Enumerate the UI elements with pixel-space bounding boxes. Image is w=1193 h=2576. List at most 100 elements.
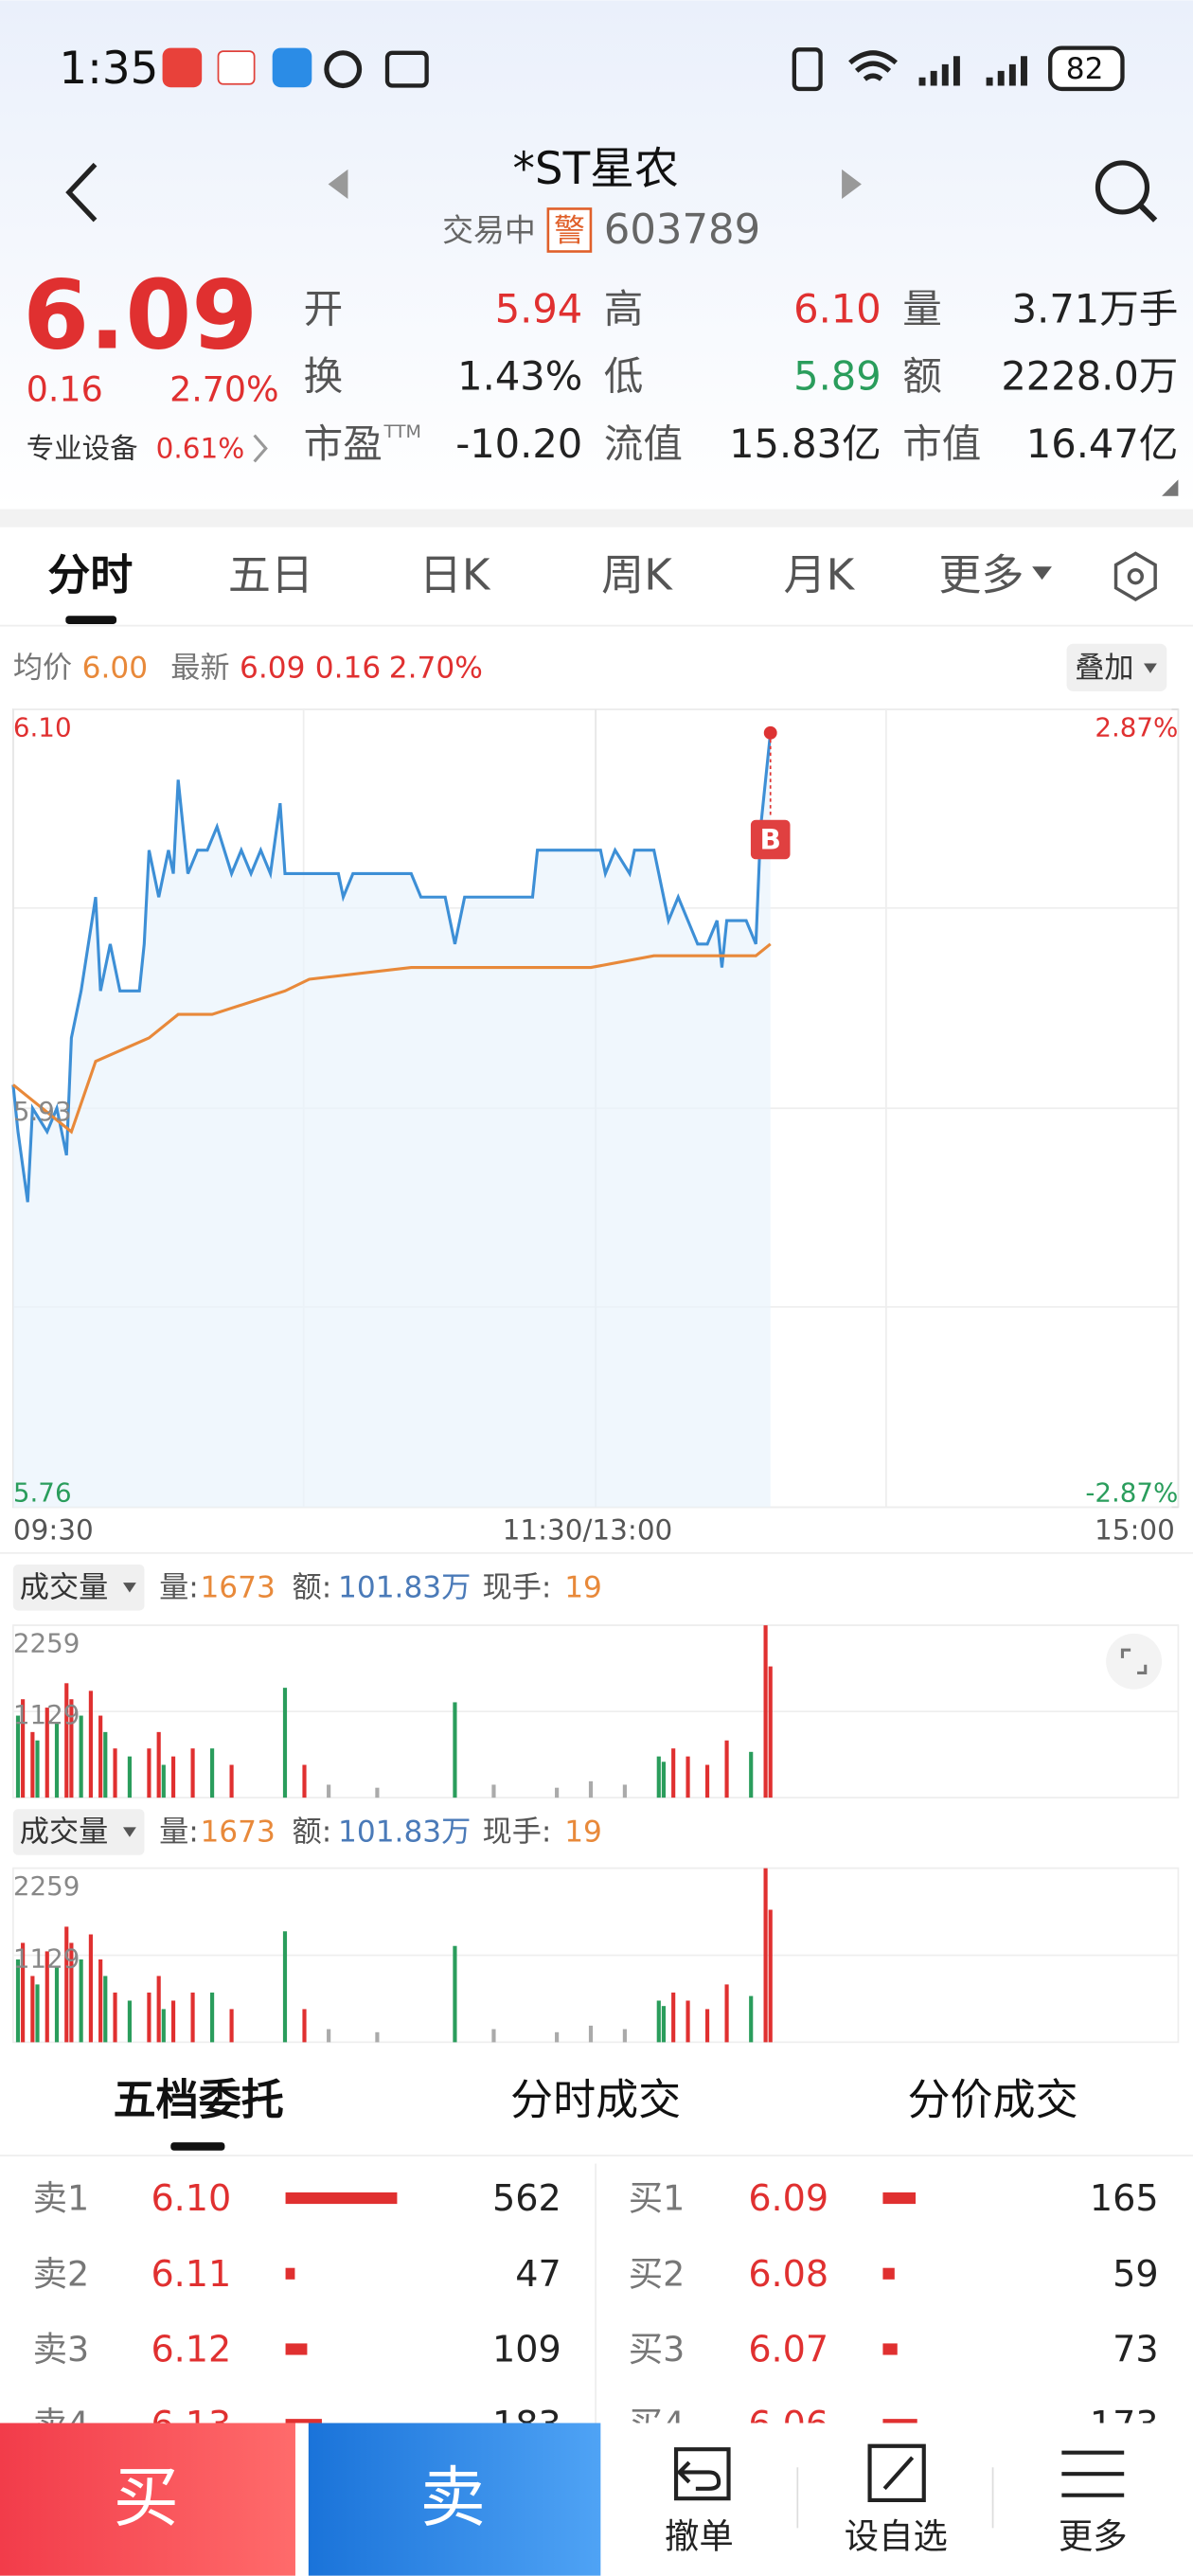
tab[interactable]: 更多 bbox=[938, 549, 1024, 599]
stat-value: 15.83亿 bbox=[729, 420, 881, 467]
x-tick-label: 11:30/13:00 bbox=[503, 1514, 673, 1547]
settings-dot bbox=[1127, 568, 1145, 585]
amount-value: 101.83万 bbox=[338, 1816, 471, 1850]
order-volume: 59 bbox=[1113, 2253, 1159, 2295]
change-pct: 2.70% bbox=[169, 369, 279, 410]
volume-bar bbox=[327, 1784, 331, 1798]
volume-bar bbox=[113, 1992, 117, 2043]
more-arrow bbox=[1032, 566, 1052, 581]
cancel-button[interactable]: 撤单 bbox=[665, 2516, 734, 2557]
stat-value: 6.10 bbox=[793, 286, 881, 332]
y-tick-label: 1129 bbox=[13, 1699, 80, 1730]
sector: 专业设备 bbox=[27, 432, 138, 464]
y2-tick-label: -2.87% bbox=[1085, 1476, 1178, 1508]
prev-stock[interactable] bbox=[328, 169, 348, 200]
volume-bar bbox=[156, 1731, 161, 1798]
back-button[interactable] bbox=[65, 162, 98, 223]
stat-label: 开 bbox=[304, 286, 344, 332]
separator bbox=[0, 509, 1193, 528]
order-tab[interactable]: 五档委托 bbox=[114, 2075, 284, 2125]
order-tab[interactable]: 分价成交 bbox=[907, 2075, 1077, 2125]
more-button[interactable]: 更多 bbox=[1059, 2516, 1128, 2557]
hand-value: 19 bbox=[564, 1816, 602, 1850]
volume-bar bbox=[588, 1780, 594, 1798]
next-stock[interactable] bbox=[842, 169, 862, 200]
volume-bar bbox=[768, 1909, 773, 2043]
alarm-icon bbox=[324, 50, 363, 89]
volume-bar bbox=[229, 1764, 234, 1798]
vibrate-icon bbox=[792, 47, 823, 92]
watch-button[interactable]: 设自选 bbox=[845, 2516, 948, 2557]
search-button[interactable] bbox=[1095, 160, 1150, 215]
watch-icon bbox=[867, 2443, 926, 2503]
hand-label: 现手: bbox=[483, 1570, 552, 1604]
order-tab[interactable]: 分时成交 bbox=[510, 2075, 681, 2125]
last-point bbox=[763, 725, 777, 740]
stat-value: -10.20 bbox=[455, 420, 582, 467]
sell-button[interactable] bbox=[308, 2423, 601, 2576]
avg-value: 6.00 bbox=[82, 652, 148, 686]
sector-arrow[interactable] bbox=[253, 434, 268, 463]
stat-label: 流值 bbox=[604, 420, 683, 467]
volume-bar bbox=[88, 1690, 93, 1798]
tab-indicator bbox=[170, 2142, 225, 2151]
volume-bar bbox=[190, 1992, 195, 2043]
volume-bar bbox=[375, 2031, 380, 2043]
volume-bar bbox=[127, 1756, 132, 1798]
settings-button[interactable] bbox=[1113, 551, 1157, 601]
volume-bar bbox=[54, 1967, 60, 2043]
volume-bar bbox=[282, 1688, 288, 1798]
volume-bar bbox=[375, 1787, 380, 1798]
order-bar bbox=[285, 2267, 295, 2280]
order-label: 卖3 bbox=[33, 2329, 90, 2370]
volume-bar bbox=[453, 1945, 457, 2043]
overlay-button[interactable] bbox=[1066, 643, 1167, 691]
volume-bar bbox=[555, 2031, 560, 2043]
buy-button[interactable] bbox=[0, 2423, 295, 2576]
volume-bar bbox=[45, 1708, 49, 1798]
x-tick-label: 09:30 bbox=[13, 1514, 94, 1547]
status-time: 1:35 bbox=[59, 44, 158, 95]
price: 6.09 bbox=[23, 260, 258, 371]
volume-bar bbox=[127, 2000, 132, 2043]
volume-bar bbox=[64, 1683, 69, 1798]
trade-marker-box bbox=[750, 819, 791, 860]
volume-bar bbox=[103, 1731, 108, 1798]
sector-pct: 0.61% bbox=[156, 432, 245, 464]
tab[interactable]: 日K bbox=[419, 549, 491, 599]
volume-bar bbox=[749, 1751, 754, 1798]
tab[interactable]: 周K bbox=[601, 549, 673, 599]
expand-button[interactable] bbox=[1106, 1633, 1163, 1690]
y-tick-label: 2259 bbox=[13, 1870, 80, 1902]
volume-bar bbox=[622, 2029, 627, 2043]
volume-bar bbox=[15, 1715, 21, 1798]
volume-bar bbox=[69, 1699, 74, 1798]
tab[interactable]: 月K bbox=[784, 549, 856, 599]
y-tick-label: 1129 bbox=[13, 1943, 80, 1975]
order-volume: 47 bbox=[515, 2253, 561, 2295]
volume-selector[interactable] bbox=[12, 1565, 145, 1611]
stat-label: 额 bbox=[902, 353, 942, 400]
order-price: 6.07 bbox=[748, 2328, 828, 2370]
stat-label: 量 bbox=[902, 286, 942, 332]
tab[interactable]: 五日 bbox=[228, 549, 313, 599]
volume-bar bbox=[170, 2000, 176, 2043]
stat-value: 5.89 bbox=[793, 353, 881, 400]
warn-badge-box bbox=[546, 207, 593, 253]
amount-label: 额: bbox=[293, 1570, 332, 1604]
latest-change: 0.16 bbox=[315, 652, 381, 686]
volume-bar bbox=[686, 1756, 690, 1798]
stock-code: 603789 bbox=[604, 206, 760, 254]
volume-bar bbox=[45, 1951, 49, 2043]
stat-value: 16.47亿 bbox=[1026, 420, 1179, 467]
volume-bar bbox=[170, 1756, 176, 1798]
order-price: 6.08 bbox=[748, 2253, 828, 2295]
volume-title: 成交量 bbox=[20, 1570, 109, 1604]
volume-bar bbox=[749, 1995, 754, 2043]
volume-selector[interactable] bbox=[12, 1809, 145, 1855]
tab[interactable]: 分时 bbox=[47, 549, 133, 599]
volume-bar bbox=[98, 1715, 103, 1798]
volume-bar bbox=[156, 1976, 161, 2043]
volume-bar bbox=[64, 1926, 69, 2043]
